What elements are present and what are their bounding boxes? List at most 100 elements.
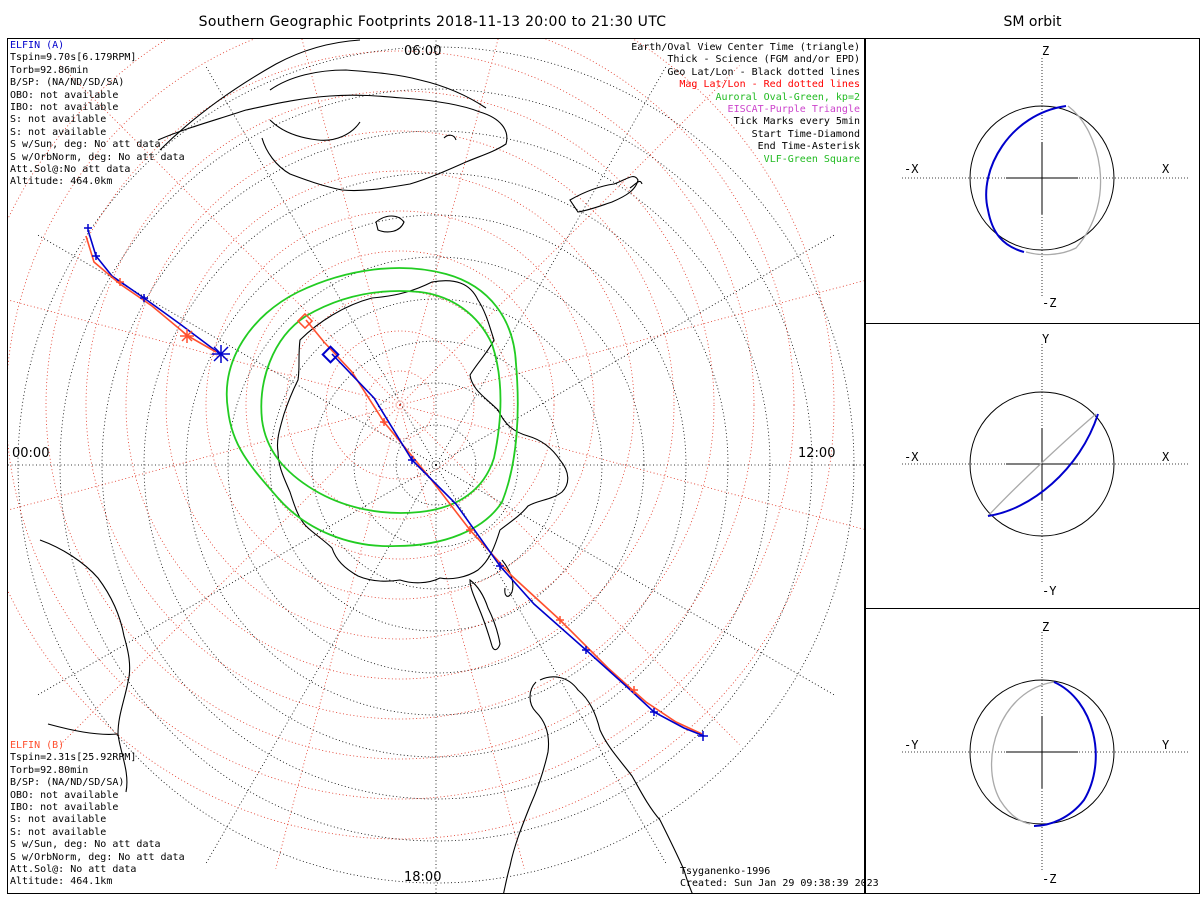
orbit-divider [865,608,1200,609]
mag-longitude-line [301,39,401,406]
elfin-a-line: B/SP: (NA/ND/SD/SA) [10,77,125,89]
orbit-axis-label: Y [1042,332,1050,346]
map-legend: Earth/Oval View Center Time (triangle) T… [631,42,860,166]
hour-label-right: 12:00 [798,446,836,461]
mag-longitude-line [60,404,401,745]
mag-latitude-circle [285,290,515,520]
elfin-b-info: ELFIN (B) Tspin=2.31s[25.92RPM] Torb=92.… [10,740,185,889]
map-title: Southern Geographic Footprints 2018-11-1… [198,14,667,30]
mag-longitude-line [399,280,864,406]
orbit-axis-label: -Y [904,738,919,752]
south-america [503,676,693,893]
elfin-a-line: S w/OrbNorm, deg: No att data [10,151,185,163]
elfin-b-line: S: not available [10,826,107,838]
orbit-axis-label: X [1162,162,1170,176]
mag-latitude-circle [45,50,755,760]
geo-longitude-line [435,234,835,466]
legend-item: Earth/Oval View Center Time (triangle) [631,42,860,53]
elfin-b-line: Att.Sol@: No att data [10,864,137,876]
elfin-b-line: OBO: not available [10,789,119,801]
geo-latitude-circle [185,214,687,716]
mag-longitude-line [399,39,499,406]
footprint-tracks [85,229,705,737]
elfin-b-name: ELFIN (B) [10,740,65,751]
mag-latitude-circle [205,210,595,600]
geo-latitude-circle [59,88,813,842]
elfin-a-line: Altitude: 464.0km [10,176,113,188]
geo-latitude-circle [17,46,855,884]
mag-latitude-circle [125,130,675,680]
orbit-axis-label: -Y [1042,584,1057,598]
elfin-a-line: IBO: not available [10,102,119,114]
legend-item: EISCAT-Purple Triangle [727,104,860,116]
legend-item: Mag Lat/Lon - Red dotted lines [679,79,860,91]
legend-item: Thick - Science (FGM and/or EPD) [667,54,860,66]
geo-longitude-line [205,66,437,466]
orbit-axis-label: -Z [1042,872,1057,886]
elfin-b-upper-track [85,235,217,353]
hour-label-top: 06:00 [404,44,442,59]
mag-longitude-line [399,404,525,869]
legend-item: Geo Lat/Lon - Black dotted lines [667,66,860,78]
south-america-coast [501,559,514,597]
geo-latitude-circle [143,172,729,758]
geo-latitude-circle [101,130,771,800]
elfin-b-line: Tspin=2.31s[25.92RPM] [10,752,137,764]
mag-longitude-line [60,65,401,406]
mag-latitude-circle [8,39,795,800]
geo-longitude-line [205,464,437,864]
elfin-b-start-diamond [296,312,314,330]
elfin-b-line: B/SP: (NA/ND/SD/SA) [10,777,125,789]
elfin-b-line: S w/OrbNorm, deg: No att data [10,851,185,863]
elfin-a-end-asterisk [212,345,230,363]
mag-longitude-line [8,404,401,511]
legend-item: End Time-Asterisk [757,141,860,153]
elfin-b-line: IBO: not available [10,802,119,814]
orbit-axis-label: Z [1042,44,1050,58]
track-markers [84,224,708,741]
hour-label-left: 00:00 [12,446,50,461]
elfin-b-line: Torb=92.80min [10,764,89,776]
elfin-a-line: OBO: not available [10,89,119,101]
north-coast [159,39,361,151]
island-tip [443,134,457,141]
australia-coast [157,94,508,192]
mag-latitude-circle [8,39,835,840]
polar-map [8,39,864,893]
australia-outline [269,69,487,141]
geo-latitude-circle [311,340,561,590]
antarctica-coast [276,280,569,584]
geo-latitude-circle [269,298,603,632]
mag-latitude-circle [245,250,555,560]
auroral-oval-inner [260,290,502,514]
hour-label-bottom: 18:00 [404,870,442,885]
elfin-a-line: Torb=92.86min [10,64,89,76]
mag-longitude-line [399,404,740,745]
new-zealand [569,176,643,213]
geo-latitude-circle [227,256,645,674]
legend-item: Tick Marks every 5min [733,116,860,128]
mag-latitude-circle [165,170,635,640]
elfin-a-line: Att.Sol@:No att data [10,164,131,176]
orbit-axis-label: -Z [1042,296,1057,310]
elfin-a-info: ELFIN (A) Tspin=9.70s[6.179RPM] Torb=92.… [10,40,185,189]
elfin-b-line: S w/Sun, deg: No att data [10,839,161,851]
mag-latitude-circle [325,330,475,480]
credit-block: Tsyganenko-1996 Created: Sun Jan 29 09:3… [680,866,879,890]
elfin-a-name: ELFIN (A) [10,40,65,51]
elfin-a-start-diamond [321,345,340,364]
antarctic-peninsula [469,578,501,651]
elfin-b-end-asterisk [180,329,194,343]
map-panel [7,38,865,894]
legend-item: Auroral Oval-Green, kp=2 [715,91,861,103]
mag-grid [8,39,864,869]
mag-latitude-circle [85,90,715,720]
orbit-axis-label: X [1162,450,1170,464]
elfin-a-track [331,353,705,737]
mag-longitude-line [275,404,401,869]
orbit-axis-label: Y [1162,738,1170,752]
mag-longitude-line [399,65,740,406]
geo-grid [8,39,864,893]
orbit-axis-label: Z [1042,620,1050,634]
geo-longitude-line [37,464,437,696]
